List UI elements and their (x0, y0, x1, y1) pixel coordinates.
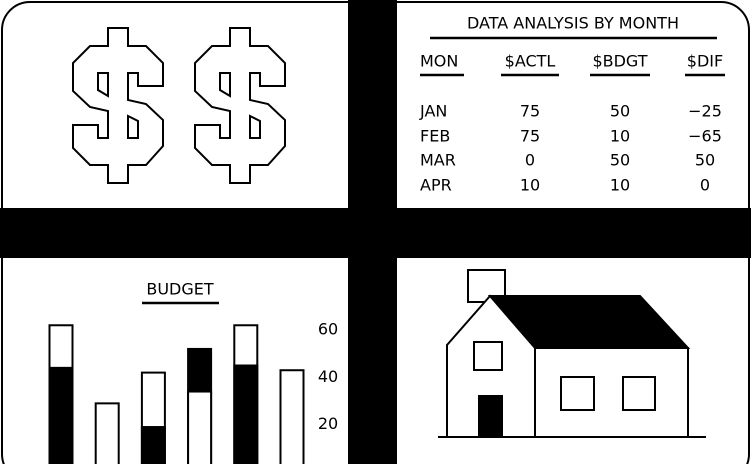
column-header: $BDGT (592, 52, 647, 71)
door (478, 395, 503, 437)
bar (188, 392, 211, 464)
table-cell: 50 (695, 151, 715, 170)
y-tick-label: 60 (318, 320, 338, 339)
table-cell: MAR (420, 151, 456, 170)
table-cell: 75 (520, 102, 540, 121)
table-cell: JAN (419, 102, 447, 121)
y-tick-label: 40 (318, 367, 338, 386)
table-cell: 10 (610, 127, 630, 146)
table-cell: 50 (610, 151, 630, 170)
table-cell: 0 (525, 151, 535, 170)
table-cell: 75 (520, 127, 540, 146)
chart-title: BUDGET (146, 280, 214, 299)
bar (142, 427, 165, 464)
table-cell: −65 (688, 127, 722, 146)
table-cell: FEB (420, 127, 450, 146)
table-cell: −25 (688, 102, 722, 121)
column-header: MON (420, 52, 458, 71)
y-tick-label: 20 (318, 414, 338, 433)
table-cell: 50 (610, 102, 630, 121)
column-header: $ACTL (505, 52, 556, 71)
table-cell: 10 (610, 176, 630, 195)
table-cell: 10 (520, 176, 540, 195)
divider-horizontal (0, 208, 751, 258)
bar (234, 366, 257, 464)
wall (535, 348, 688, 437)
bar (281, 370, 304, 464)
bar (50, 368, 73, 464)
screen: DATA ANALYSIS BY MONTH MON $ACTL $BDGT $DIF… (0, 0, 751, 464)
table-cell: 0 (700, 176, 710, 195)
bar (96, 403, 119, 464)
window (623, 377, 655, 410)
window (561, 377, 594, 410)
table-cell: APR (420, 176, 452, 195)
window (474, 342, 502, 370)
column-header: $DIF (687, 52, 723, 71)
table-title: DATA ANALYSIS BY MONTH (467, 14, 679, 33)
